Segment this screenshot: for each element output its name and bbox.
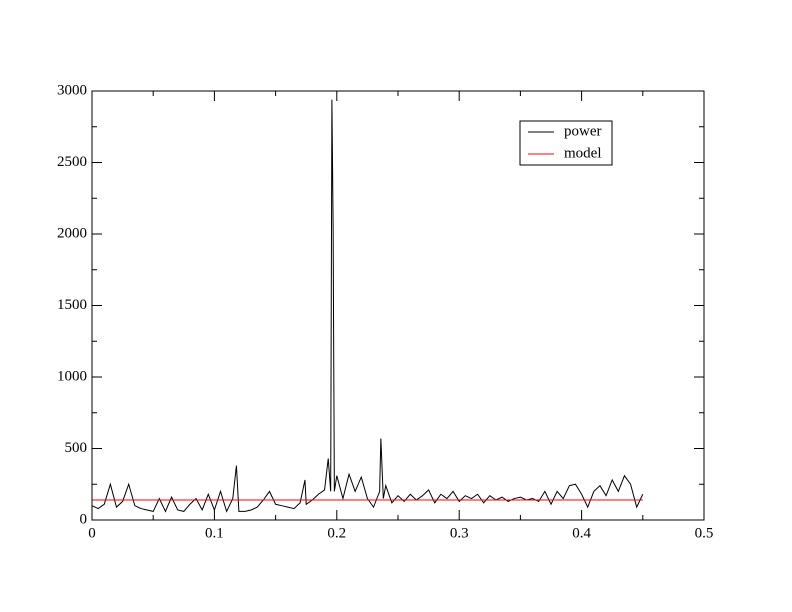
series-line	[91, 99, 644, 513]
y-tick-label: 3000	[57, 82, 87, 98]
x-tick-label: 0.3	[450, 525, 469, 541]
y-tick-label: 1500	[57, 297, 87, 313]
x-tick-label: 0.1	[205, 525, 224, 541]
y-tick-label: 1000	[57, 368, 87, 384]
x-tick-label: 0.2	[327, 525, 346, 541]
x-tick-label: 0.4	[572, 525, 591, 541]
y-tick-label: 2000	[57, 225, 87, 241]
y-tick-label: 500	[65, 440, 88, 456]
legend-label: power	[564, 123, 602, 139]
plot-frame	[91, 90, 705, 521]
legend-box	[519, 120, 613, 166]
legend-label: model	[564, 145, 602, 161]
x-tick-label: 0.5	[695, 525, 714, 541]
x-tick-label: 0	[88, 525, 96, 541]
y-tick-label: 0	[80, 511, 88, 527]
y-tick-label: 2500	[57, 154, 87, 170]
